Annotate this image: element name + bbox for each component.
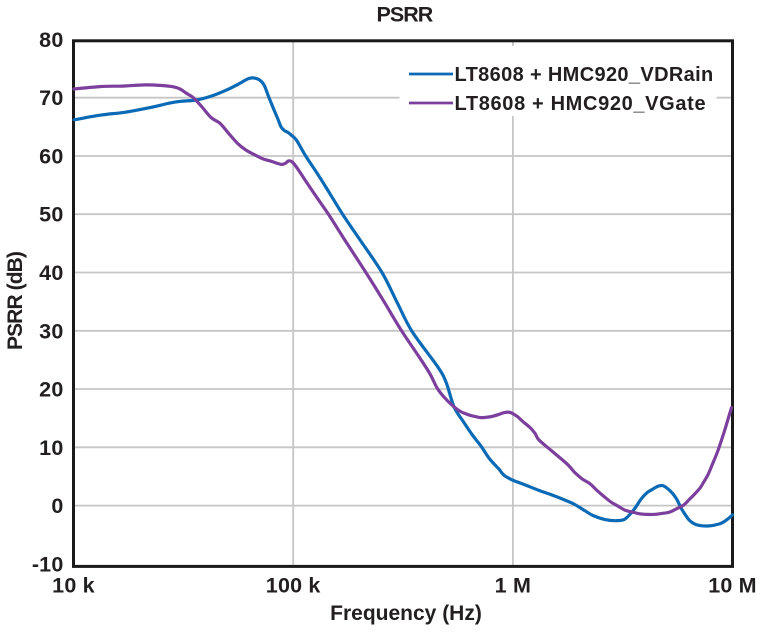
- svg-text:50: 50: [39, 203, 63, 227]
- svg-text:60: 60: [39, 145, 63, 169]
- svg-text:20: 20: [39, 378, 63, 402]
- svg-text:Frequency (Hz): Frequency (Hz): [330, 602, 482, 625]
- svg-text:PSRR (dB): PSRR (dB): [4, 252, 27, 350]
- svg-text:10 k: 10 k: [52, 574, 95, 598]
- svg-text:10 M: 10 M: [708, 574, 757, 598]
- svg-text:70: 70: [39, 86, 63, 110]
- svg-text:0: 0: [51, 494, 63, 518]
- svg-text:10: 10: [39, 436, 63, 460]
- svg-text:80: 80: [39, 28, 63, 52]
- svg-text:LT8608 + HMC920_VGate: LT8608 + HMC920_VGate: [455, 93, 707, 115]
- svg-text:30: 30: [39, 319, 63, 343]
- svg-text:40: 40: [39, 261, 63, 285]
- svg-text:-10: -10: [32, 552, 64, 576]
- svg-text:1 M: 1 M: [495, 574, 531, 598]
- svg-text:PSRR: PSRR: [377, 3, 434, 27]
- svg-text:LT8608 + HMC920_VDRain: LT8608 + HMC920_VDRain: [455, 64, 714, 86]
- svg-text:100 k: 100 k: [266, 574, 321, 598]
